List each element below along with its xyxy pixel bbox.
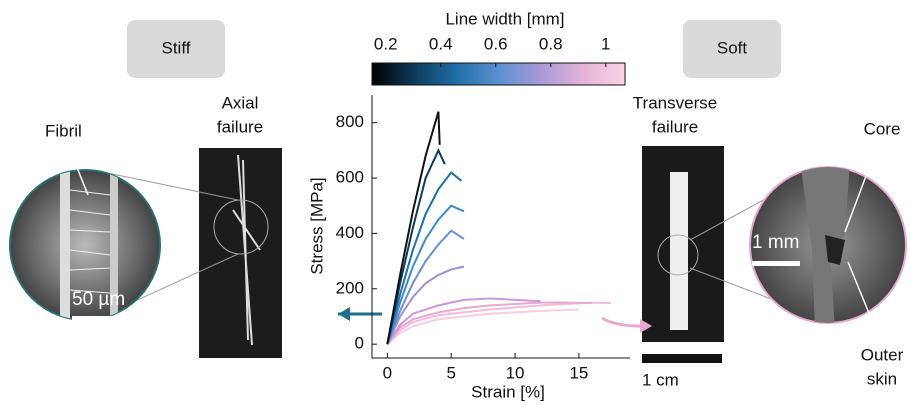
scale-label: 1 cm: [642, 370, 679, 389]
photo-label: failure: [652, 117, 698, 136]
colorbar-tick-label: 0.2: [374, 34, 398, 53]
callout: Fibril: [45, 121, 82, 140]
colorbar-tick-label: 1: [601, 34, 610, 53]
arrow-head: [640, 319, 652, 333]
photo-label: failure: [217, 117, 263, 136]
y-tick-label: 0: [355, 334, 364, 353]
y-tick-label: 600: [336, 168, 364, 187]
x-tick-label: 0: [383, 363, 392, 382]
colorbar: [371, 62, 626, 86]
callout: skin: [867, 369, 897, 388]
colorbar-title: Line width [mm]: [445, 9, 564, 28]
core-texture: [800, 167, 850, 323]
zoom-line: [97, 170, 239, 201]
scale-bar: [752, 261, 800, 266]
x-axis-label: Strain [%]: [471, 382, 545, 401]
callout: Core: [864, 119, 901, 138]
zoom-circle: [213, 199, 269, 255]
stress-strain-curve: [386, 301, 592, 345]
stress-strain-curve: [386, 297, 541, 345]
stress-strain-curve: [386, 229, 465, 345]
fiber-image: [232, 154, 261, 346]
stress-strain-curve: [386, 147, 446, 345]
scale-bar: [642, 354, 722, 363]
callout: Outer: [861, 345, 904, 364]
x-tick-label: 5: [446, 363, 455, 382]
stress-strain-curve: [386, 308, 579, 345]
colorbar-tick-label: 0.6: [484, 34, 508, 53]
scale-label: 50 µm: [72, 289, 125, 310]
arrow: [601, 316, 641, 328]
stiff-button: [127, 20, 225, 78]
soft-button: [683, 20, 781, 78]
callout-line: [847, 261, 881, 341]
photo-label: Transverse: [633, 93, 717, 112]
colorbar-tick-label: 0.4: [429, 34, 453, 53]
y-axis-label: Stress [MPa]: [307, 177, 326, 274]
stress-strain-curve: [386, 265, 465, 345]
y-tick-label: 200: [336, 278, 364, 297]
fibril-texture: [60, 170, 118, 320]
zoom-circle: [657, 234, 699, 276]
stress-strain-curve: [386, 171, 463, 345]
colorbar-tick-label: 0.8: [539, 34, 563, 53]
stiff-label: Stiff: [162, 38, 191, 57]
photo-label: Axial: [222, 93, 259, 112]
x-tick-label: 15: [569, 363, 588, 382]
stress-strain-curve: [386, 204, 465, 345]
y-tick-label: 800: [336, 112, 364, 131]
arrow-head: [338, 307, 350, 321]
scale-bar: [72, 316, 122, 321]
y-tick-label: 400: [336, 223, 364, 242]
x-tick-label: 10: [506, 363, 525, 382]
scale-label: 1 mm: [752, 232, 800, 253]
callout-line: [844, 143, 879, 233]
callout-line: [67, 144, 89, 196]
stress-strain-curve: [386, 111, 441, 345]
soft-label: Soft: [717, 38, 748, 57]
fiber-image: [670, 172, 688, 330]
